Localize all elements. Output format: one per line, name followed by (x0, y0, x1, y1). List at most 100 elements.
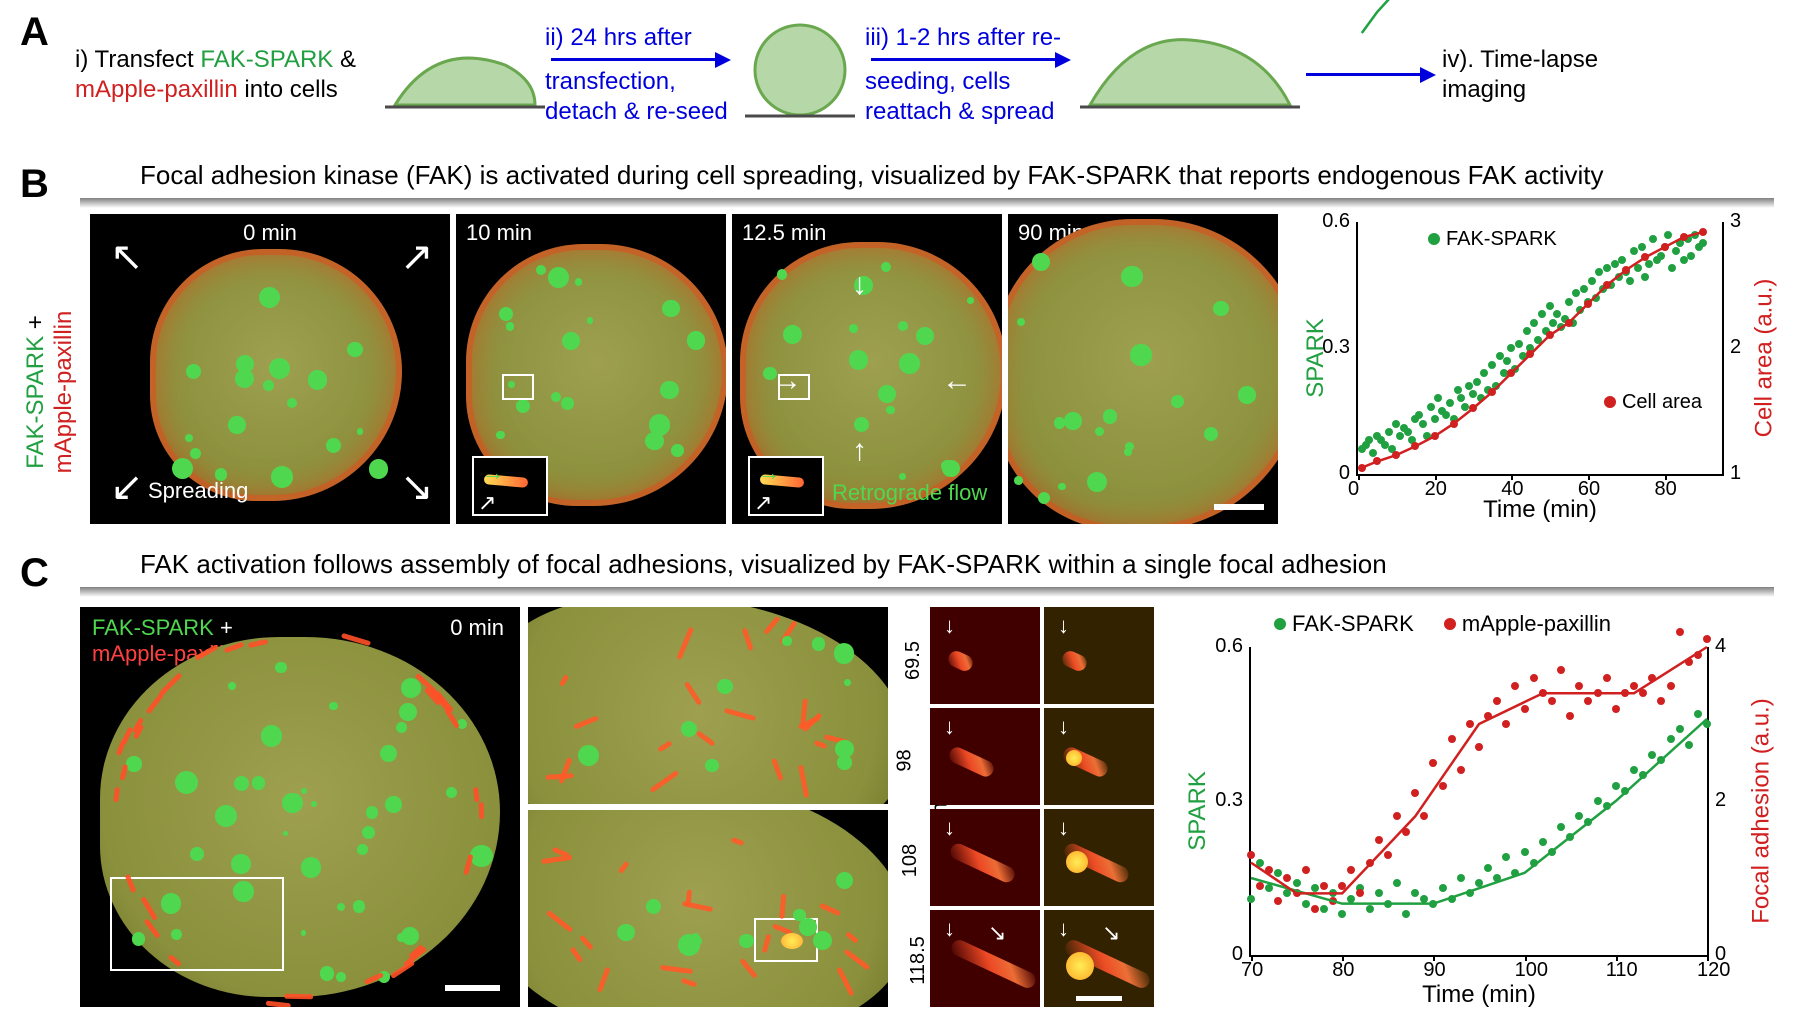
pointer-arrow-icon: ↓ (1058, 815, 1069, 841)
xtick: 110 (1606, 959, 1638, 982)
spark-droplet (171, 929, 182, 940)
spark-droplet (1103, 409, 1117, 423)
pointer-arrow-icon: ↘ (1102, 920, 1120, 946)
strip-cell-merge: ↓ (1044, 708, 1154, 805)
cell-body (528, 607, 888, 804)
spread-arrow-icon: ↙ (110, 464, 144, 510)
spark-droplet (446, 787, 457, 798)
spark-droplet (506, 322, 514, 330)
spark-droplet (916, 327, 934, 345)
data-point (1676, 628, 1684, 636)
spark-droplet (561, 397, 574, 410)
spark-droplet (301, 788, 307, 794)
xtick: 20 (1425, 478, 1447, 501)
spark-droplet (782, 636, 792, 646)
spark-droplet (301, 857, 322, 878)
strip-cell-merge: ↓ (1044, 809, 1154, 906)
xtick: 90 (1423, 959, 1445, 982)
step-iv-l2: imaging (1442, 75, 1612, 105)
spark-droplet (967, 297, 974, 304)
c-large-time: 0 min (450, 615, 504, 641)
spark-droplet (1038, 492, 1050, 504)
step-ii: ii) 24 hrs after transfection, detach & … (545, 23, 735, 127)
spread-arrow-icon: ↗ (400, 234, 434, 280)
ytick-left: 0 (1339, 462, 1350, 485)
spark-droplet (551, 392, 561, 402)
ytick-right: 1 (1730, 462, 1741, 485)
spark-droplet (587, 317, 594, 324)
retrograde-arrow-icon: ← (942, 364, 972, 398)
spark-droplet (1121, 266, 1143, 288)
scalebar (1076, 996, 1122, 1001)
pointer-arrow-icon: ↓ (944, 916, 955, 942)
arrow-icon (551, 53, 731, 67)
pointer-arrow-icon: ↓ (1058, 714, 1069, 740)
step-iii-l2: seeding, cells (865, 67, 1080, 97)
step-iii-l3: reattach & spread (865, 97, 1080, 127)
chart-b-ylabel-left: SPARK (1302, 318, 1330, 398)
panel-a-label: A (20, 10, 49, 55)
xtick: 80 (1332, 959, 1354, 982)
spark-droplet (849, 324, 858, 333)
panel-c-label: C (20, 551, 49, 596)
ytick-right: 2 (1715, 789, 1726, 812)
strip-cell-red: ↓ (930, 809, 1040, 906)
chart-c-ylabel-left: SPARK (1184, 771, 1212, 851)
spark-droplet (849, 350, 869, 370)
panel-b-header: B Focal adhesion kinase (FAK) is activat… (20, 160, 1794, 214)
figure: A i) Transfect FAK-SPARK & mApple-paxill… (0, 0, 1814, 1027)
ytick-left: 0.6 (1215, 635, 1243, 658)
spark-droplet (347, 342, 362, 357)
step-i: i) Transfect FAK-SPARK & mApple-paxillin… (75, 45, 385, 105)
b-frame-2: 12.5 min→↗↓→←↑Retrograde flow (732, 214, 1002, 524)
frame-time: 12.5 min (742, 220, 826, 246)
spark-droplet (799, 918, 816, 935)
spark-droplet (233, 881, 254, 902)
pointer-arrow-icon: ↓ (944, 714, 955, 740)
spark-droplet (186, 364, 201, 379)
c-zoom-top: 0 min (528, 607, 888, 804)
spark-droplet (813, 931, 832, 950)
spark-droplet (575, 278, 582, 285)
spark-droplet (1032, 253, 1050, 271)
pointer-arrow-icon: ↓ (1058, 916, 1069, 942)
spark-droplet (401, 927, 419, 945)
step-iii: iii) 1-2 hrs after re- seeding, cells re… (865, 23, 1080, 127)
spark-droplet (886, 406, 894, 414)
xtick: 100 (1515, 959, 1548, 982)
inset: →↗ (748, 456, 824, 516)
panel-b-side-label: FAK-SPARK + mApple-paxillin (20, 214, 82, 524)
spark-droplet (1054, 417, 1065, 428)
spark-droplet (1124, 448, 1131, 455)
step-iii-l1: iii) 1-2 hrs after re- (865, 23, 1080, 53)
spark-droplet (783, 325, 802, 344)
step-i-pre: i) Transfect (75, 46, 200, 73)
frame-time: 10 min (466, 220, 532, 246)
spark-droplet (231, 854, 250, 873)
step-iv: iv). Time-lapse imaging (1442, 45, 1612, 105)
chart-c-xlabel: Time (min) (1422, 981, 1536, 1009)
spark-droplet (836, 872, 853, 889)
spark-droplet (662, 300, 679, 317)
step-i-mid: & (333, 46, 356, 73)
spark-droplet (835, 740, 854, 759)
spark-droplet (1064, 412, 1082, 430)
spark-droplet (329, 702, 337, 710)
chart-c-ylabel-right: Focal adhesion (a.u.) (1747, 698, 1775, 923)
b-frame-3: 90 min (1008, 214, 1278, 524)
data-point (1703, 635, 1711, 643)
spark-at-adhesion (781, 933, 803, 949)
spark-droplet (132, 932, 146, 946)
ytick-left: 0.3 (1215, 789, 1243, 812)
panel-c-caption: FAK activation follows assembly of focal… (140, 549, 1387, 580)
spark-droplet (369, 459, 388, 478)
xtick: 70 (1241, 959, 1263, 982)
pointer-arrow-icon: ↓ (944, 613, 955, 639)
spark-droplet (671, 444, 684, 457)
step-iv-l1: iv). Time-lapse (1442, 45, 1612, 75)
spark-droplet (899, 353, 920, 374)
strip-time: 69.5 (902, 641, 925, 680)
spark-droplet (834, 643, 855, 664)
step-ii-l1: ii) 24 hrs after (545, 23, 735, 53)
legend-dot-icon (1274, 618, 1286, 630)
